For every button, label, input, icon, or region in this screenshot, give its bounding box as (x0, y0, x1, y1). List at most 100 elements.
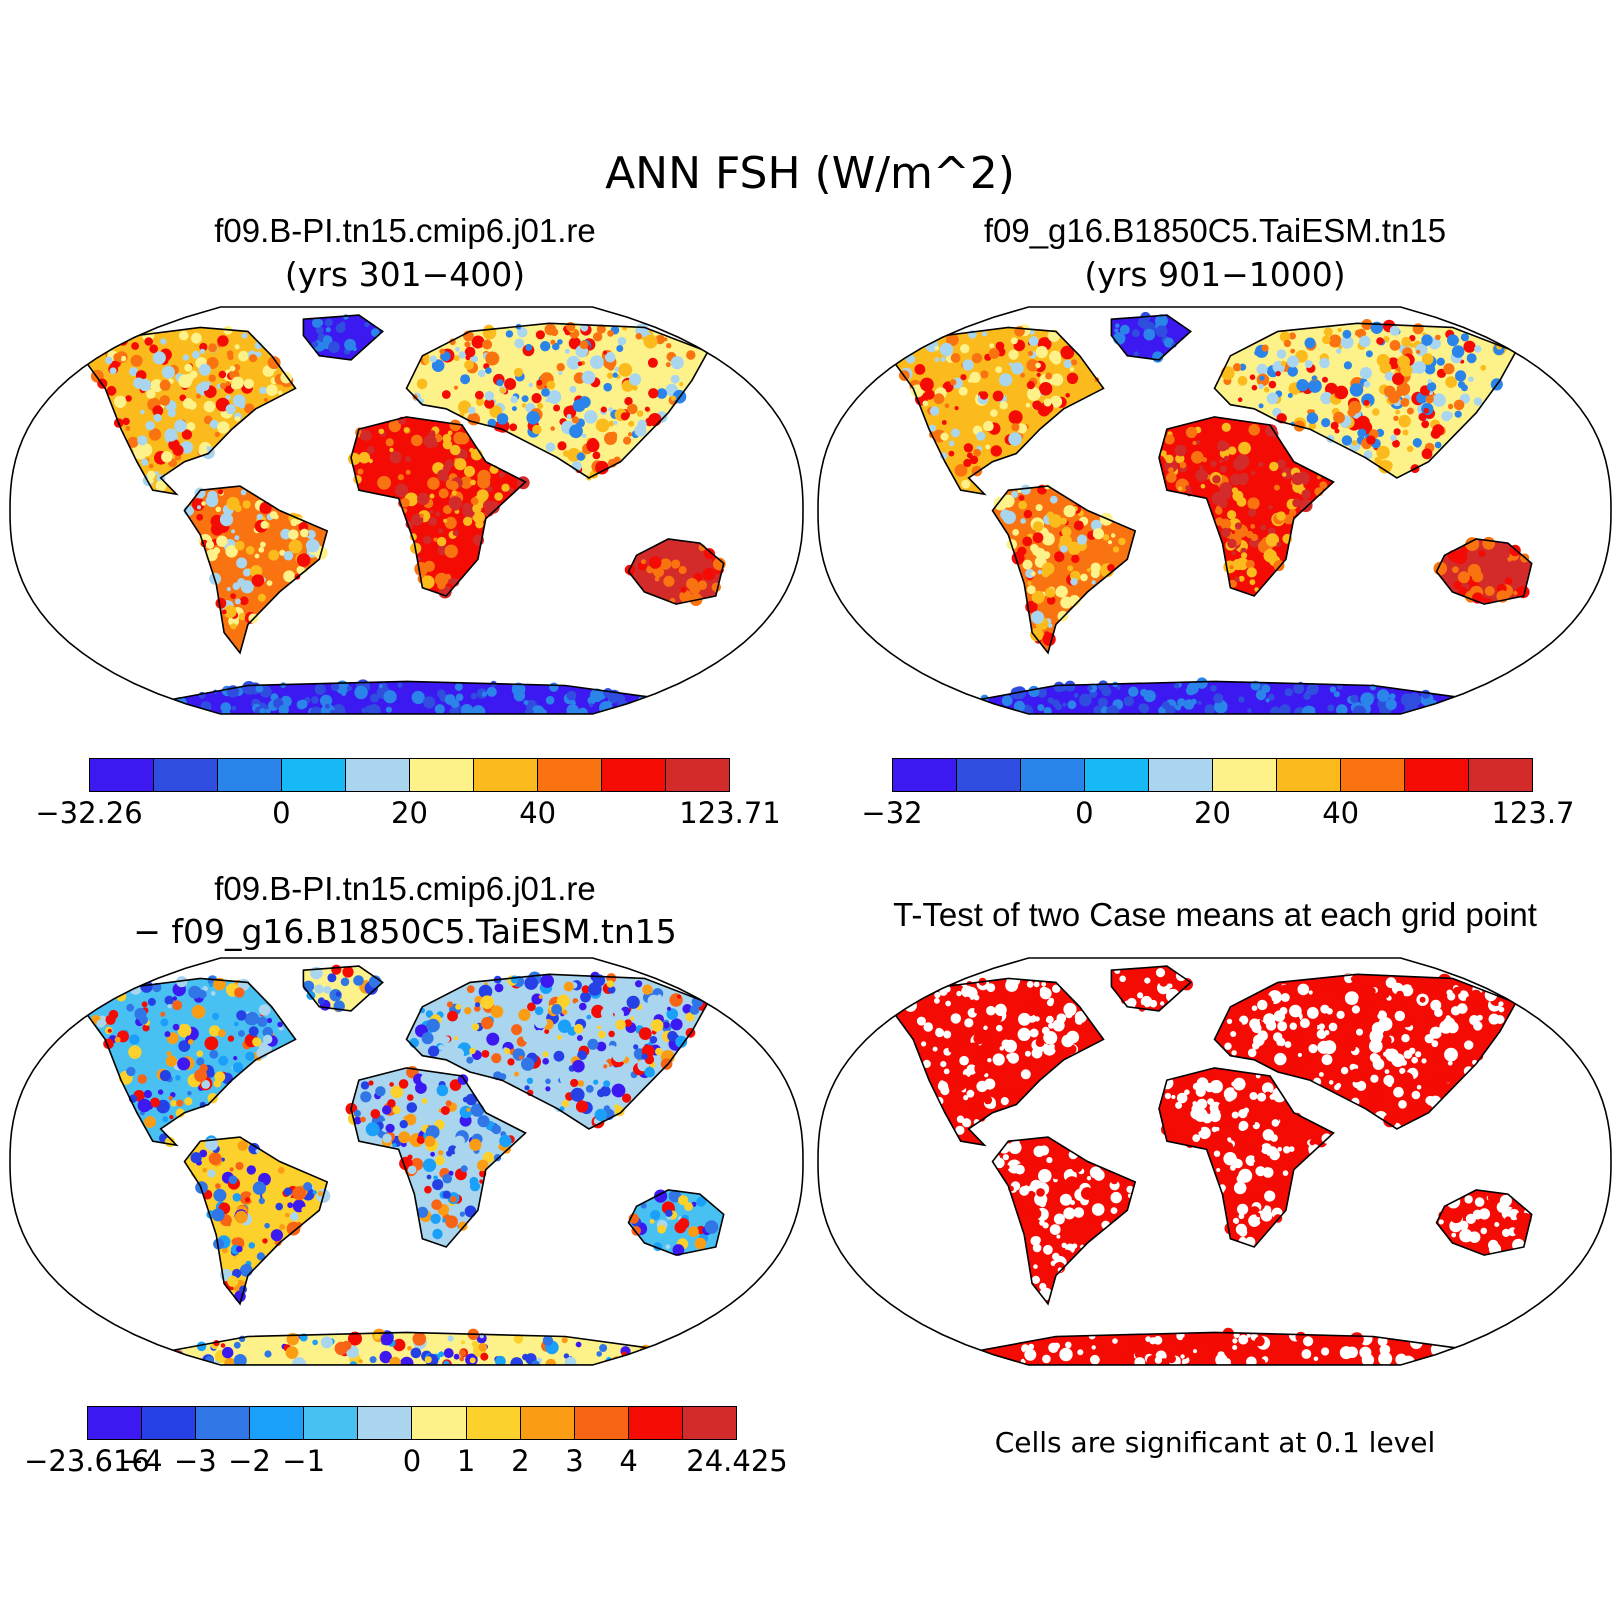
field-cell (1049, 495, 1058, 504)
field-cell (546, 380, 556, 390)
field-cell (429, 509, 434, 514)
field-cell (914, 364, 926, 375)
field-cell (209, 1049, 219, 1059)
field-cell (1396, 1045, 1406, 1055)
field-cell (1176, 1092, 1188, 1104)
field-cell (1039, 1200, 1046, 1208)
field-cell (142, 1024, 150, 1032)
field-cell (1321, 1054, 1333, 1066)
panel-3-title: f09.B-PI.tn15.cmip6.j01.re (214, 870, 596, 907)
field-cell (160, 1018, 169, 1027)
field-cell (1036, 1188, 1045, 1197)
field-cell (327, 973, 337, 983)
field-cell (251, 574, 265, 587)
field-cell (407, 1346, 412, 1351)
field-cell (1173, 683, 1180, 689)
field-cell (689, 583, 701, 595)
field-cell (618, 363, 633, 377)
field-cell (569, 424, 583, 439)
field-cell (462, 1096, 469, 1103)
field-cell (1434, 1356, 1442, 1365)
field-cell (196, 1050, 204, 1057)
colorbar-label: 3 (565, 1444, 584, 1478)
field-cell (1110, 1176, 1118, 1185)
field-cell (273, 514, 279, 520)
field-cell (608, 407, 613, 412)
field-cell (966, 1064, 977, 1075)
field-cell (459, 1356, 465, 1362)
field-cell (615, 1019, 626, 1030)
field-cell (393, 1338, 406, 1352)
field-cell (1138, 703, 1147, 712)
field-cell (614, 1104, 620, 1110)
field-cell (1112, 1338, 1118, 1344)
field-cell (438, 1044, 444, 1051)
field-cell (432, 1228, 443, 1240)
field-cell (614, 366, 620, 372)
field-cell (513, 1334, 524, 1344)
field-cell (426, 1018, 440, 1033)
field-cell (476, 1333, 487, 1344)
field-cell (414, 562, 429, 576)
field-cell (635, 333, 643, 340)
field-cell (317, 997, 325, 1005)
field-cell (1357, 996, 1368, 1006)
field-cell (148, 463, 154, 469)
field-cell (1303, 1336, 1314, 1347)
field-cell (1123, 696, 1134, 707)
field-cell (1449, 707, 1460, 714)
field-cell (508, 487, 515, 494)
field-cell (450, 708, 460, 714)
field-cell (1449, 1219, 1463, 1233)
field-cell (563, 981, 574, 992)
field-cell (1428, 1077, 1440, 1090)
field-cell (470, 479, 476, 486)
panel-3-map (9, 957, 804, 1366)
field-cell (392, 1143, 397, 1148)
field-cell (650, 1210, 661, 1221)
field-cell (465, 1093, 478, 1106)
field-cell (117, 1031, 126, 1040)
field-cell (484, 391, 495, 401)
field-cell (666, 343, 672, 349)
field-cell (653, 1350, 663, 1360)
field-cell (667, 1349, 678, 1359)
field-cell (985, 444, 991, 450)
field-cell (366, 446, 375, 455)
field-cell (424, 1135, 436, 1147)
field-cell (398, 1079, 409, 1089)
field-cell (1029, 1028, 1039, 1038)
field-cell (394, 483, 409, 497)
field-cell (231, 705, 237, 711)
field-cell (1263, 1013, 1276, 1026)
field-cell (1036, 1155, 1041, 1161)
field-cell (973, 994, 980, 1001)
field-cell (305, 538, 320, 553)
field-cell (1032, 521, 1044, 532)
field-cell (454, 1036, 459, 1041)
field-cell (1371, 1054, 1381, 1064)
field-cell (113, 353, 122, 362)
field-cell (226, 1221, 231, 1227)
field-cell (1338, 345, 1343, 350)
field-cell (1454, 1361, 1459, 1365)
continent-southAmerica (184, 1137, 328, 1304)
field-cell (150, 1097, 160, 1108)
field-cell (232, 1268, 242, 1279)
field-cell (1427, 378, 1432, 384)
field-cell (960, 344, 970, 354)
field-cell (1251, 384, 1258, 391)
field-cell (1463, 340, 1476, 353)
field-cell (1224, 1222, 1238, 1235)
field-cell (243, 352, 248, 358)
field-cell (1039, 382, 1053, 396)
field-cell (417, 492, 430, 506)
field-cell (514, 1071, 519, 1077)
field-cell (234, 535, 240, 541)
field-cell (1459, 1037, 1467, 1044)
field-cell (943, 1068, 950, 1075)
field-cell (323, 985, 332, 994)
field-cell (491, 1053, 502, 1064)
field-cell (1193, 1349, 1197, 1354)
field-cell (966, 1089, 975, 1098)
